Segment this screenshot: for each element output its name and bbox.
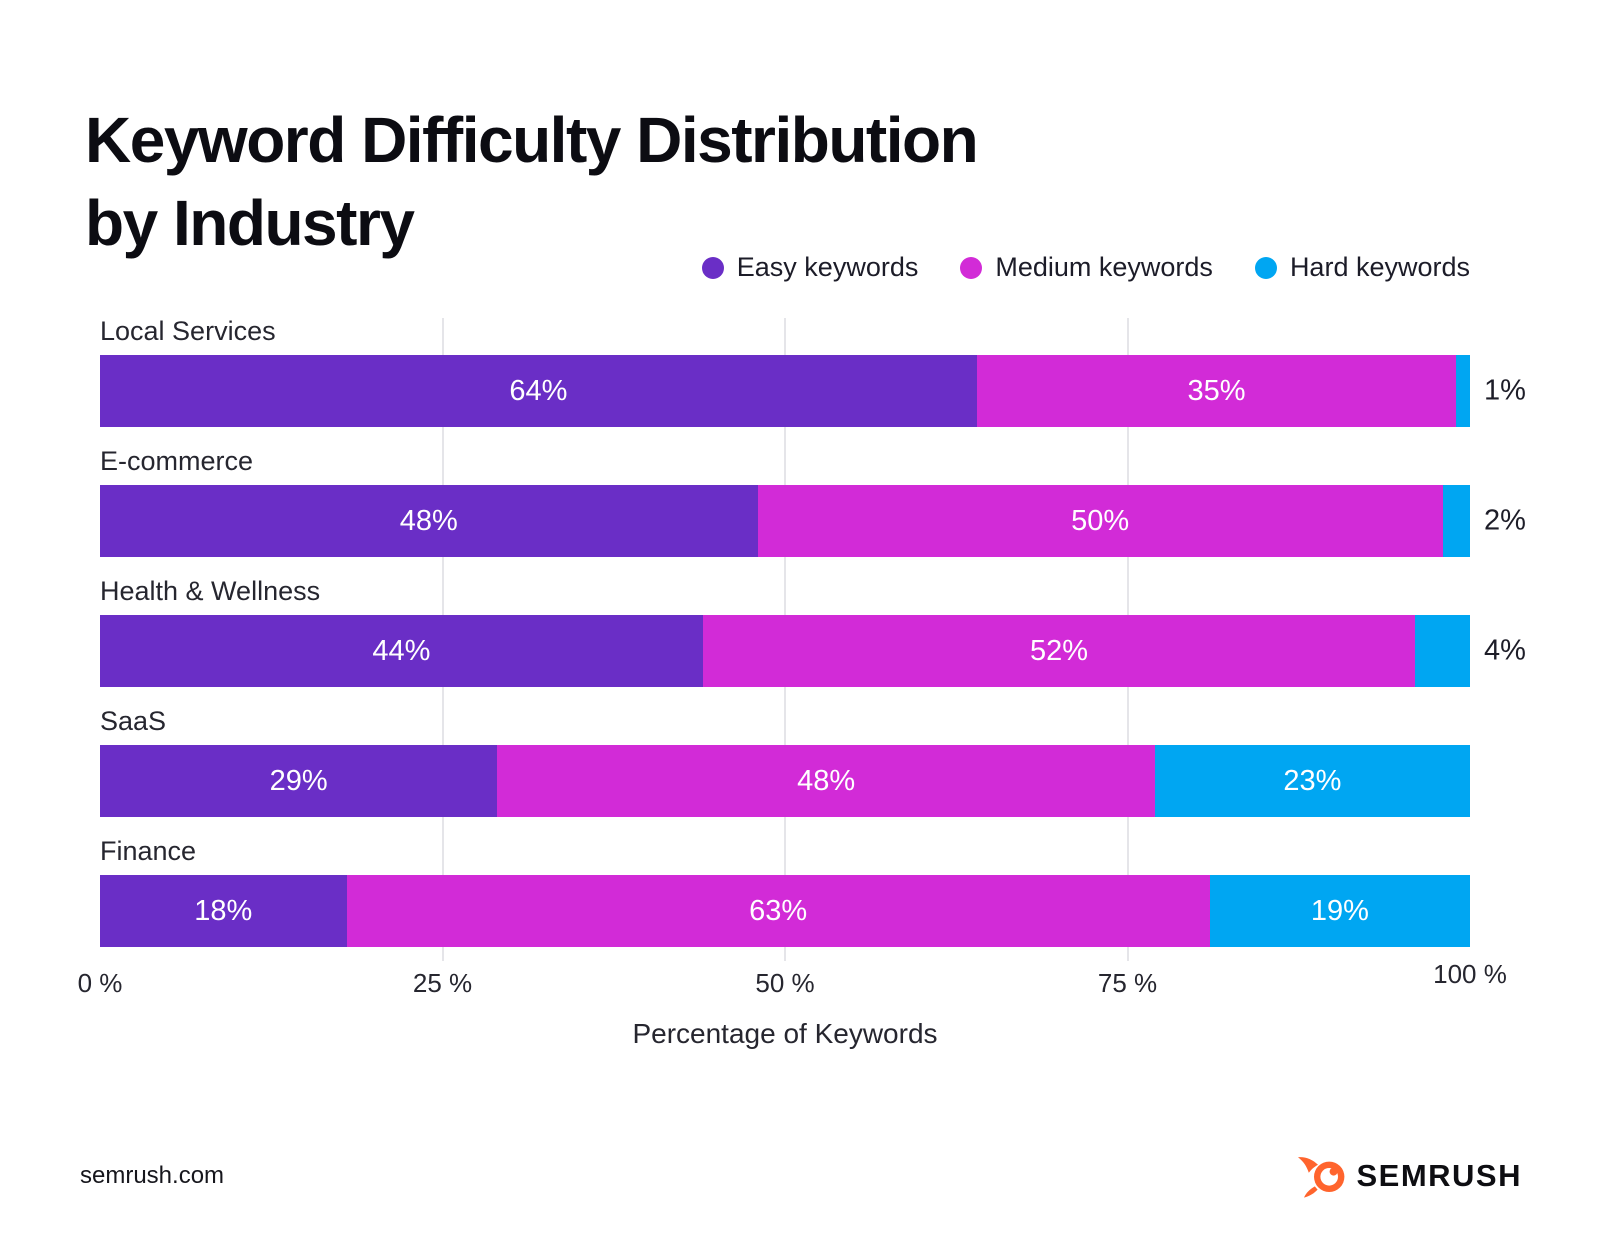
legend-label-easy: Easy keywords [736,252,919,282]
x-axis-title: Percentage of Keywords [632,1018,938,1049]
footer: semrush.com SEMRUSH [80,1146,1522,1206]
semrush-logo: SEMRUSH [1298,1154,1522,1198]
segment-value-label: 35% [1187,374,1246,407]
stacked-bar: 29% 48% 23% [100,745,1470,817]
bar-segment-medium-keywords: 63% [346,875,1210,947]
legend-label-hard: Hard keywords [1289,252,1470,282]
semrush-fireball-icon [1298,1157,1345,1198]
bar-segment-easy-keywords: 64% [100,355,977,427]
category-label: Health & Wellness [100,576,321,606]
bar-segment-hard-keywords: 23% [1154,745,1470,817]
bar-segment-medium-keywords: 35% [976,355,1457,427]
segment-value-label: 19% [1310,894,1369,927]
segment-value-label-outside: 4% [1484,634,1526,667]
segment-value-label: 48% [797,764,856,797]
bar-segment-hard-keywords [1415,615,1470,687]
segment-value-label: 63% [749,894,808,927]
chart-row-e-commerce: E-commerce 48% 50% 2% [100,446,1526,557]
stacked-bar-chart: Local Services 64% 35% 1% E-commerce 48% 50% 2%… [78,316,1526,1050]
chart-rows: Local Services 64% 35% 1% E-commerce 48% 50% 2%… [100,316,1526,947]
page-title: Keyword Difficulty Distribution by Indust… [85,99,979,265]
stacked-bar: 18% 63% 19% [100,875,1470,947]
x-axis: 0 % 25 % 50 % 75 % 100 % [78,959,1507,1012]
bar-segment-easy-keywords: 29% [100,745,498,817]
bar-segment-easy-keywords: 44% [100,615,703,687]
category-label: Finance [100,836,197,866]
page-title-line2: by Industry [85,187,415,260]
category-label: SaaS [100,706,167,736]
segment-value-label: 23% [1283,764,1342,797]
chart-row-local-services: Local Services 64% 35% 1% [100,316,1526,427]
legend-item-easy: Easy keywords [701,252,919,283]
segment-value-label-outside: 1% [1484,374,1526,407]
bar-segment-hard-keywords [1456,355,1470,427]
bar-segment-hard-keywords: 19% [1209,875,1470,947]
legend-dot-hard-icon [1254,256,1277,279]
category-label: Local Services [100,316,276,346]
legend-dot-medium-icon [960,256,983,279]
chart-row-finance: Finance 18% 63% 19% [100,838,1470,947]
legend-item-medium: Medium keywords [960,252,1213,283]
segment-value-label: 29% [269,764,328,797]
segment-value-label: 18% [194,894,253,927]
x-tick-50: 50 % [755,968,815,998]
chart-row-saas: SaaS 29% 48% 23% [100,708,1470,817]
x-tick-75: 75 % [1097,968,1158,998]
legend-dot-easy-icon [701,256,724,279]
legend-label-medium: Medium keywords [995,252,1213,282]
segment-value-label-outside: 2% [1484,504,1526,537]
bar-segment-medium-keywords: 52% [702,615,1416,687]
segment-value-label: 48% [399,504,458,537]
x-tick-25: 25 % [412,968,473,998]
segment-value-label: 64% [509,374,568,407]
bar-segment-easy-keywords: 18% [100,875,347,947]
segment-value-label: 52% [1029,634,1089,667]
semrush-brand-text: SEMRUSH [1356,1158,1522,1193]
bar-segment-easy-keywords: 48% [100,485,758,557]
chart-row-health-wellness: Health & Wellness 44% 52% 4% [100,576,1526,687]
stacked-bar: 64% 35% 1% [100,355,1526,427]
bar-segment-medium-keywords: 50% [757,485,1443,557]
source-url: semrush.com [80,1162,225,1189]
segment-value-label: 44% [372,634,431,667]
legend: Easy keywords Medium keywords Hard keywo… [701,252,1470,283]
bar-segment-medium-keywords: 48% [497,745,1155,817]
stacked-bar: 48% 50% 2% [100,485,1526,557]
category-label: E-commerce [100,446,254,476]
page-title-line1: Keyword Difficulty Distribution [85,103,979,176]
legend-item-hard: Hard keywords [1254,252,1470,283]
stacked-bar: 44% 52% 4% [100,615,1526,687]
bar-segment-hard-keywords [1442,485,1470,557]
x-tick-0: 0 % [77,968,123,998]
x-tick-100: 100 % [1433,959,1507,989]
segment-value-label: 50% [1071,504,1130,537]
